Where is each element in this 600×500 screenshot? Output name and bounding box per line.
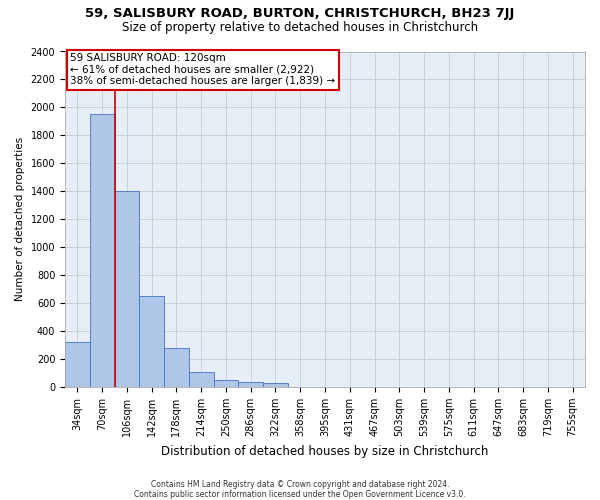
Text: 59, SALISBURY ROAD, BURTON, CHRISTCHURCH, BH23 7JJ: 59, SALISBURY ROAD, BURTON, CHRISTCHURCH… [85, 8, 515, 20]
Text: 59 SALISBURY ROAD: 120sqm
← 61% of detached houses are smaller (2,922)
38% of se: 59 SALISBURY ROAD: 120sqm ← 61% of detac… [70, 53, 335, 86]
Bar [263, 384, 288, 387]
Bar [238, 382, 263, 387]
Bar [90, 114, 115, 387]
X-axis label: Distribution of detached houses by size in Christchurch: Distribution of detached houses by size … [161, 444, 489, 458]
Bar [65, 342, 90, 387]
Bar [214, 380, 238, 387]
Y-axis label: Number of detached properties: Number of detached properties [15, 137, 25, 302]
Bar [189, 372, 214, 387]
Text: Size of property relative to detached houses in Christchurch: Size of property relative to detached ho… [122, 21, 478, 34]
Bar [139, 296, 164, 387]
Bar [164, 348, 189, 387]
Bar [115, 192, 139, 387]
Text: Contains HM Land Registry data © Crown copyright and database right 2024.
Contai: Contains HM Land Registry data © Crown c… [134, 480, 466, 499]
